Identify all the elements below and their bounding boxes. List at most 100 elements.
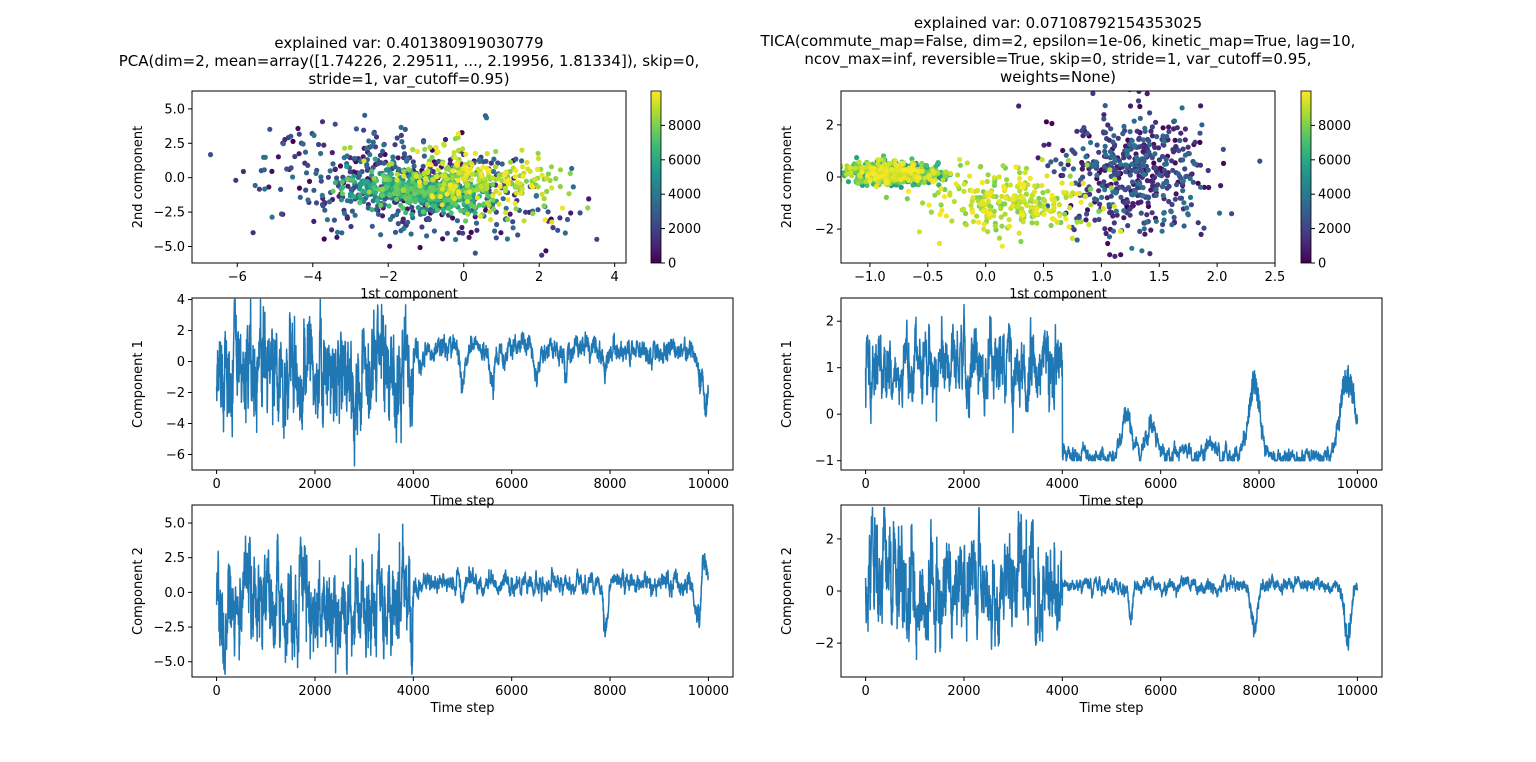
pca-scatter-point <box>408 231 414 237</box>
tica-scatter-point <box>1063 194 1069 200</box>
pca-scatter-point <box>557 167 564 173</box>
tica-scatter-point <box>992 179 998 185</box>
tica-scatter-point <box>1046 208 1052 214</box>
pca-scatter-point <box>483 115 490 121</box>
pca-comp2-ytick-label: −2.5 <box>153 621 185 636</box>
tica-scatter-point <box>1016 175 1023 182</box>
tica-scatter-ylabel: 2nd component <box>780 126 795 228</box>
tica-scatter-point <box>1070 166 1076 172</box>
pca-scatter-point <box>338 197 344 203</box>
pca-scatter-point <box>424 202 430 208</box>
tica-scatter-point <box>860 164 866 170</box>
pca-scatter-point <box>521 218 527 224</box>
pca-scatter-point <box>525 166 531 172</box>
tica-scatter-point <box>1102 103 1108 109</box>
pca-scatter-point <box>348 223 354 230</box>
tica-scatter-point <box>1079 166 1085 172</box>
pca-scatter-point <box>387 243 393 249</box>
pca-scatter-point <box>423 179 429 186</box>
tica-scatter-point <box>1062 211 1068 217</box>
tica-scatter-point <box>1160 125 1166 131</box>
pca-scatter-point <box>290 174 296 180</box>
tica-scatter-point <box>1067 173 1073 179</box>
tica-scatter-point <box>1088 139 1094 146</box>
pca-scatter-point <box>412 199 418 205</box>
pca-scatter-point <box>403 196 409 202</box>
tica-scatter-point <box>1171 214 1177 221</box>
pca-scatter-point <box>408 185 414 192</box>
pca-scatter-point <box>465 181 471 188</box>
tica-scatter-point <box>1006 223 1013 229</box>
tica-scatter-point <box>1121 155 1127 161</box>
pca-comp2-xtick-label: 8000 <box>593 684 626 699</box>
tica-scatter-point <box>1172 137 1178 143</box>
pca-comp2-ytick-label: 0.0 <box>164 586 185 601</box>
tica-scatter-point <box>1257 158 1263 164</box>
tica-scatter-point <box>1155 182 1161 188</box>
tica-scatter-point <box>1036 195 1042 201</box>
pca-scatter-point <box>339 230 345 236</box>
tica-scatter-point <box>996 199 1002 205</box>
pca-scatter-point <box>322 207 328 213</box>
tica-scatter-point <box>1168 209 1174 215</box>
pca-scatter-point <box>492 228 498 234</box>
tica-scatter-point <box>1006 217 1012 223</box>
tica-scatter-point <box>1140 137 1146 143</box>
tica-scatter-point <box>948 170 954 177</box>
tica-comp1-xtick-label: 4000 <box>1046 477 1079 492</box>
tica-comp2-xlabel: Time step <box>1078 701 1143 716</box>
pca-scatter-point <box>364 145 370 151</box>
pca-scatter-point <box>523 209 529 215</box>
pca-scatter-point <box>559 205 566 211</box>
pca-scatter-point <box>549 219 555 225</box>
tica-scatter-point <box>1042 206 1048 212</box>
tica-scatter-point <box>1137 181 1143 187</box>
tica-scatter-point <box>981 226 987 232</box>
tica-scatter-point <box>1116 175 1122 181</box>
tica-scatter-point <box>1166 124 1172 130</box>
tica-scatter-point <box>1133 168 1139 174</box>
tica-scatter-point <box>1174 182 1180 188</box>
pca-scatter-point <box>394 177 400 183</box>
pca-scatter-title-line: PCA(dim=2, mean=array([1.74226, 2.29511,… <box>119 52 700 70</box>
pca-scatter-point <box>300 141 306 147</box>
tica-scatter-point <box>1171 118 1178 124</box>
tica-scatter-point <box>1123 143 1129 149</box>
pca-scatter-point <box>353 126 359 132</box>
tica-scatter-point <box>1113 180 1119 186</box>
tica-scatter-point <box>1117 161 1124 167</box>
pca-scatter-point <box>553 176 559 182</box>
tica-scatter-point <box>1149 124 1155 130</box>
pca-scatter-point <box>476 177 482 183</box>
tica-scatter-point <box>1187 175 1193 182</box>
pca-scatter-point <box>360 188 366 194</box>
tica-scatter-point <box>1143 152 1149 158</box>
tica-scatter-point <box>1141 162 1147 168</box>
pca-scatter-point <box>513 156 519 162</box>
tica-scatter-point <box>1020 184 1026 191</box>
tica-scatter-point <box>1069 181 1075 187</box>
pca-scatter-point <box>392 142 398 148</box>
pca-scatter-point <box>334 234 340 240</box>
tica-scatter-point <box>1176 148 1182 154</box>
pca-scatter-point <box>426 216 432 223</box>
tica-scatter-point <box>904 196 910 202</box>
pca-scatter-point <box>476 157 482 163</box>
pca-scatter-point <box>372 144 379 150</box>
tica-scatter-point <box>1166 129 1172 135</box>
pca-scatter-point <box>330 161 336 167</box>
tica-scatter-point <box>1153 218 1159 224</box>
pca-scatter-point <box>379 193 385 199</box>
pca-scatter-point <box>453 161 459 167</box>
pca-scatter-point <box>395 155 401 161</box>
pca-comp2-ytick-label: 5.0 <box>164 517 185 532</box>
pca-scatter-point <box>303 170 310 176</box>
pca-scatter-xlabel: 1st component <box>360 287 458 302</box>
pca-scatter-point <box>386 203 392 209</box>
pca-scatter-xtick-label: −2 <box>379 270 398 285</box>
pca-scatter-point <box>280 141 286 147</box>
tica-scatter: explained var: 0.07108792154353025TICA(c… <box>760 14 1356 302</box>
pca-scatter-point <box>440 173 446 179</box>
pca-scatter-point <box>313 170 319 176</box>
tica-scatter-point <box>1172 196 1178 202</box>
